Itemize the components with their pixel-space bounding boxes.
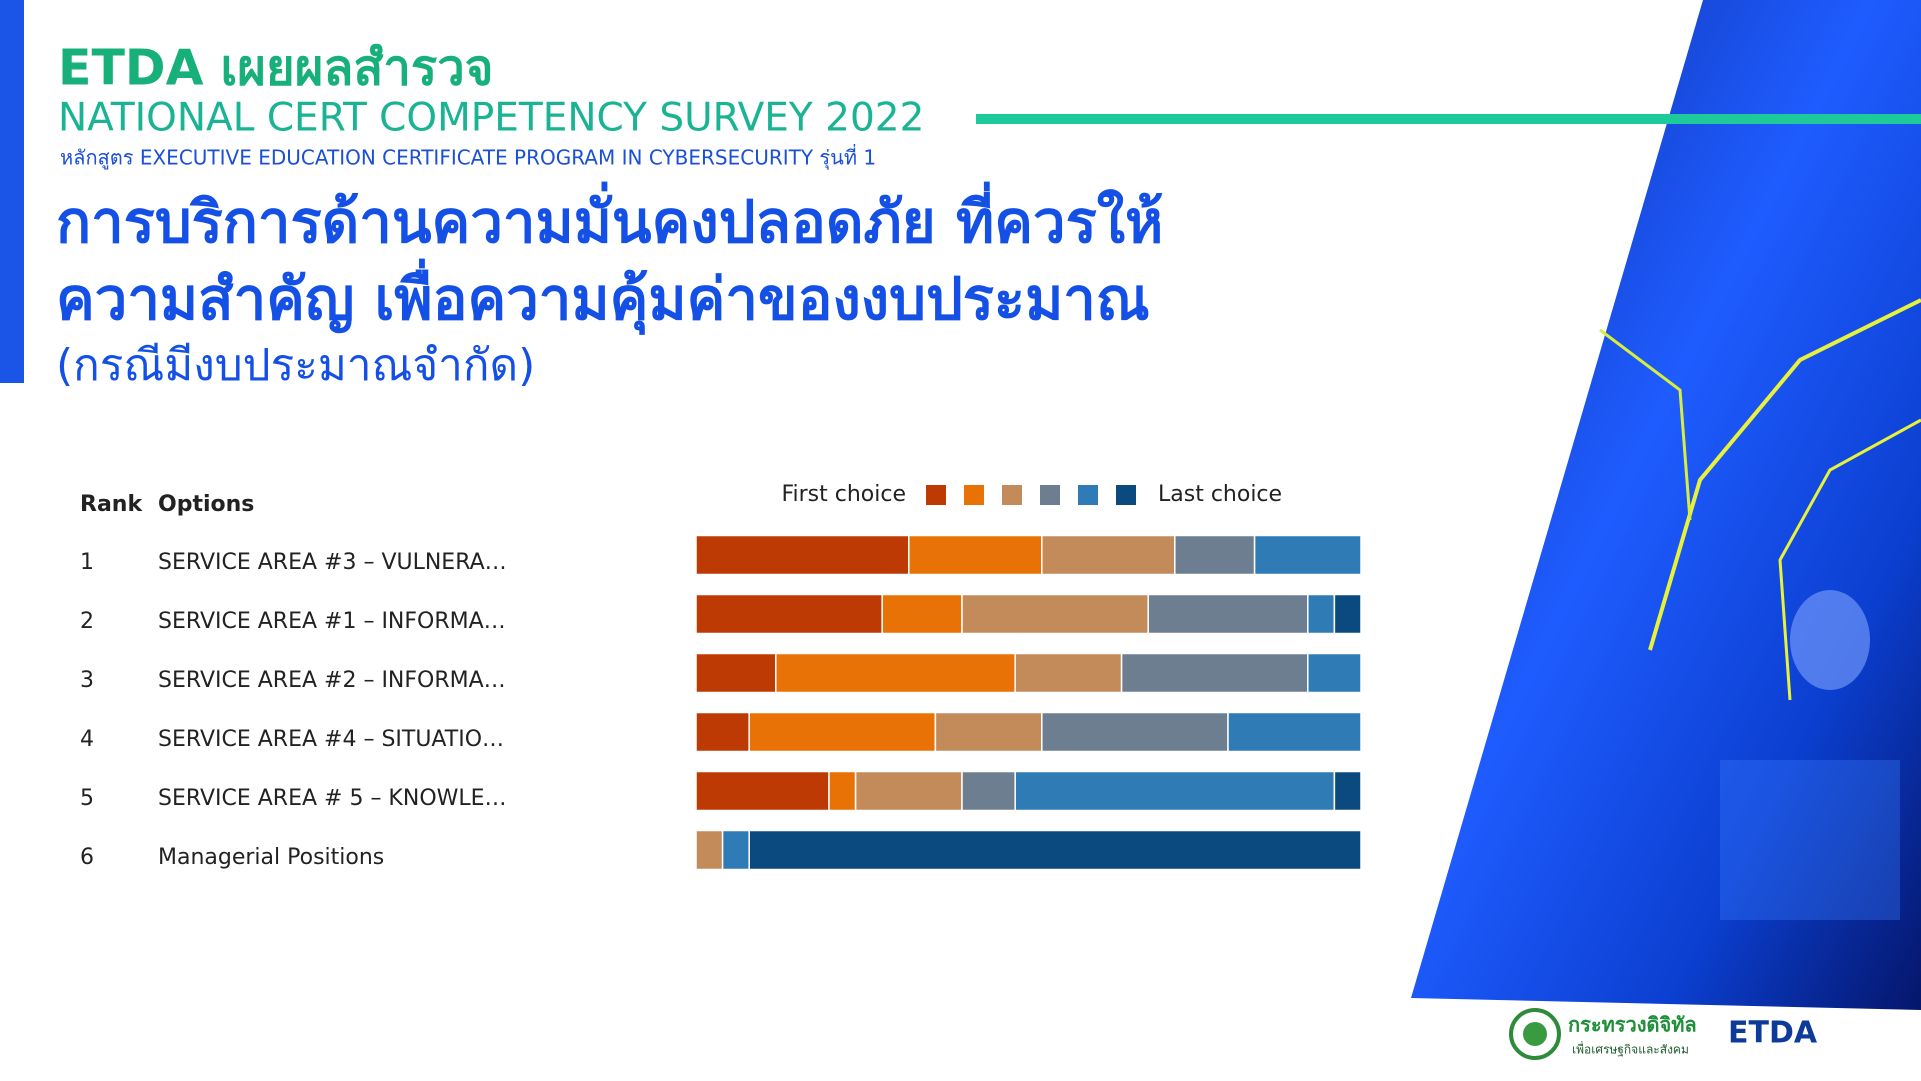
bar-segment — [695, 534, 910, 576]
bar-segment — [961, 770, 1016, 812]
headline: การบริการด้านความมั่นคงปลอดภัย ที่ควรให้ — [56, 181, 1163, 256]
bar-segment — [934, 711, 1043, 753]
hero-image — [1411, 0, 1921, 1010]
bar-segment — [1014, 652, 1123, 694]
accent-bar — [0, 0, 24, 383]
ranking-chart: Rank Options First choice Last choice 1 SERVI… — [80, 482, 1362, 871]
legend-label: Last choice — [1158, 482, 1282, 507]
bar-segment — [881, 593, 963, 635]
legend-swatch — [1040, 485, 1060, 505]
legend-label: First choice — [781, 482, 906, 507]
legend-swatch — [964, 485, 984, 505]
bar-segment — [775, 652, 1016, 694]
bar-segment — [1333, 593, 1362, 635]
rank: 1 — [80, 550, 94, 575]
legend-swatch — [1116, 485, 1136, 505]
rank: 6 — [80, 845, 94, 870]
options-header: Options — [158, 492, 254, 517]
legend-swatch — [926, 485, 946, 505]
bar-segment — [721, 829, 750, 871]
bar-segment — [1253, 534, 1362, 576]
footer-logos: กระทรวงดิจิทัล เพื่อเศรษฐกิจและสังคม ETD… — [1509, 1008, 1818, 1060]
bar-segment — [748, 829, 1362, 871]
option-label: SERVICE AREA #4 – SITUATIO… — [158, 727, 504, 752]
headline-note: (กรณีมีงบประมาณจำกัด) — [56, 340, 535, 391]
option-label: SERVICE AREA #3 – VULNERA… — [158, 550, 507, 575]
bar-segment — [695, 593, 883, 635]
rank-header: Rank — [80, 492, 143, 517]
bar-segment — [1307, 652, 1362, 694]
rank: 4 — [80, 727, 94, 752]
option-label: Managerial Positions — [158, 845, 384, 870]
etda-logo: ETDA — [1728, 1016, 1818, 1051]
bar-segment — [1307, 593, 1336, 635]
rank: 2 — [80, 609, 94, 634]
option-label: SERVICE AREA # 5 – KNOWLE… — [158, 786, 507, 811]
bar-segment — [695, 770, 830, 812]
bar-segment — [695, 829, 724, 871]
bar-segment — [1333, 770, 1362, 812]
bar-segment — [908, 534, 1043, 576]
bar-segment — [1014, 770, 1336, 812]
survey-title: NATIONAL CERT COMPETENCY SURVEY 2022 — [58, 96, 924, 141]
bar-segment — [1174, 534, 1256, 576]
title-rule — [976, 114, 1921, 124]
bar-segment — [695, 711, 750, 753]
legend-swatch — [1078, 485, 1098, 505]
bar-segment — [695, 652, 777, 694]
bar-segment — [1120, 652, 1309, 694]
bar-segment — [1041, 534, 1176, 576]
bar-segment — [1147, 593, 1309, 635]
program: หลักสูตร EXECUTIVE EDUCATION CERTIFICATE… — [60, 144, 876, 171]
bar-segment — [828, 770, 857, 812]
ministry-name: กระทรวงดิจิทัล — [1568, 1013, 1697, 1037]
bar-segment — [961, 593, 1149, 635]
bar-segment — [1041, 711, 1229, 753]
bar-segment — [1227, 711, 1362, 753]
ministry-sub: เพื่อเศรษฐกิจและสังคม — [1572, 1041, 1689, 1057]
headline: ความสำคัญ เพื่อความคุ้มค่าของงบประมาณ — [56, 258, 1150, 336]
bar-segment — [854, 770, 963, 812]
option-label: SERVICE AREA #2 – INFORMA… — [158, 668, 506, 693]
bar-segment — [748, 711, 937, 753]
rank: 5 — [80, 786, 94, 811]
legend-swatch — [1002, 485, 1022, 505]
brand-title: ETDA เผยผลสำรวจ — [58, 40, 493, 97]
rank: 3 — [80, 668, 94, 693]
option-label: SERVICE AREA #1 – INFORMA… — [158, 609, 506, 634]
